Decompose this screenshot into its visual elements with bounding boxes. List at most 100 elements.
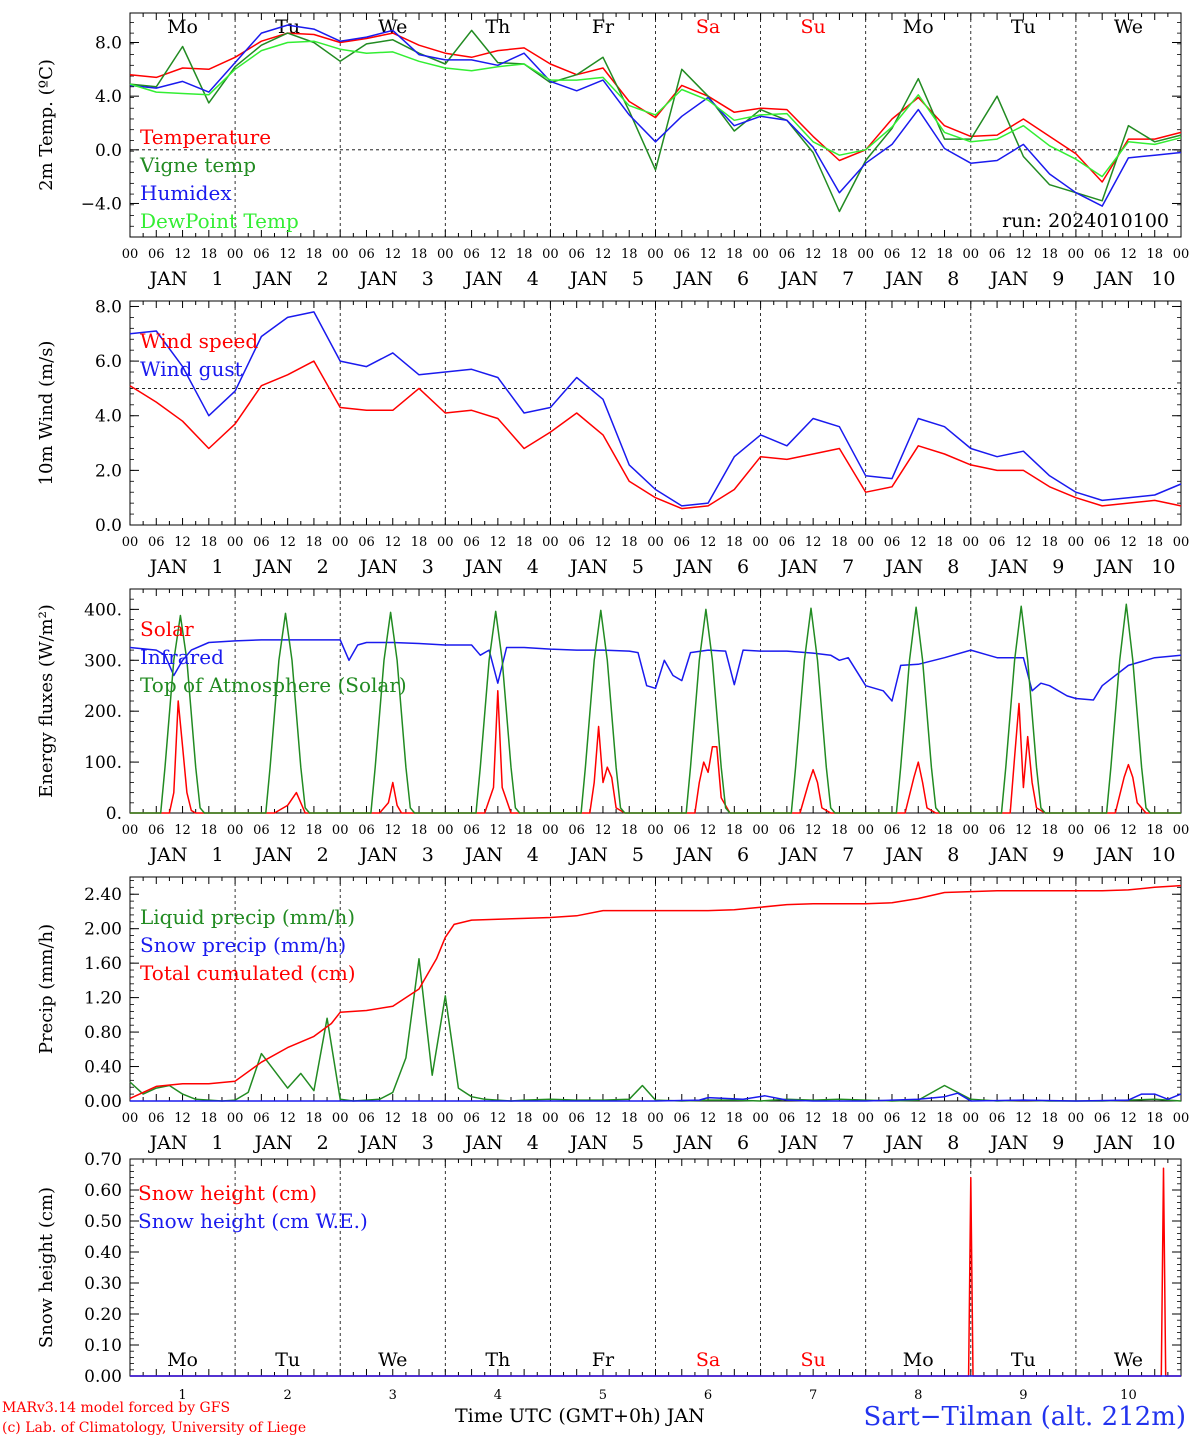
weekday-label: Tu — [275, 1349, 300, 1371]
x-hour-label: 18 — [306, 1111, 323, 1126]
x-hour-label: 12 — [384, 823, 401, 838]
x-hour-label: 18 — [201, 823, 218, 838]
x-day-label: 7 — [842, 1132, 854, 1154]
x-month-label: JAN — [673, 1132, 713, 1154]
y-tick-label: 0.00 — [84, 1092, 122, 1112]
x-day-label: 3 — [422, 268, 434, 290]
x-hour-label: 12 — [910, 535, 927, 550]
x-hour-label: 18 — [306, 247, 323, 262]
x-hour-label: 12 — [384, 247, 401, 262]
x-day-label: 4 — [527, 556, 539, 578]
legend-entry: Snow height (cm) — [138, 1181, 317, 1205]
x-hour-label: 00 — [332, 247, 349, 262]
x-day-label: 4 — [494, 1388, 502, 1403]
x-hour-label: 00 — [647, 247, 664, 262]
y-tick-label: 1.60 — [84, 954, 122, 974]
x-day-label: 7 — [809, 1388, 817, 1403]
x-day-label: 10 — [1120, 1388, 1137, 1403]
x-month-label: JAN — [778, 268, 818, 290]
legend-entry: Wind gust — [140, 357, 243, 381]
series-line — [130, 1092, 1182, 1102]
x-hour-label: 00 — [437, 247, 454, 262]
x-hour-label: 06 — [779, 535, 796, 550]
x-month-label: JAN — [988, 268, 1028, 290]
x-hour-label: 06 — [253, 1111, 270, 1126]
weekday-label: We — [1114, 1349, 1143, 1371]
x-hour-label: 18 — [411, 1111, 428, 1126]
x-hour-label: 18 — [516, 535, 533, 550]
x-hour-label: 18 — [201, 535, 218, 550]
y-tick-label: 100. — [84, 753, 122, 773]
x-day-label: 7 — [842, 268, 854, 290]
x-day-label: 10 — [1151, 268, 1175, 290]
x-hour-label: 06 — [674, 247, 691, 262]
x-hour-label: 12 — [700, 823, 717, 838]
x-hour-label: 00 — [1173, 823, 1190, 838]
x-month-label: JAN — [673, 556, 713, 578]
x-hour-label: 12 — [490, 535, 507, 550]
y-tick-label: 4.0 — [95, 407, 122, 427]
x-hour-label: 00 — [963, 1111, 980, 1126]
x-hour-label: 00 — [122, 247, 139, 262]
y-axis-title: 10m Wind (m/s) — [36, 341, 57, 486]
x-hour-label: 00 — [227, 1111, 244, 1126]
x-hour-label: 06 — [989, 535, 1006, 550]
x-day-label: 1 — [178, 1388, 186, 1403]
y-tick-label: 0.0 — [95, 141, 122, 161]
y-tick-label: 4.0 — [95, 87, 122, 107]
x-month-label: JAN — [148, 556, 188, 578]
x-hour-label: 18 — [306, 535, 323, 550]
y-tick-label: 0.30 — [84, 1274, 122, 1294]
x-hour-label: 12 — [805, 247, 822, 262]
x-hour-label: 12 — [1015, 1111, 1032, 1126]
x-hour-label: 18 — [936, 247, 953, 262]
y-tick-label: 0.10 — [84, 1336, 122, 1356]
x-hour-label: 12 — [595, 823, 612, 838]
x-hour-label: 18 — [726, 823, 743, 838]
x-month-label: JAN — [988, 844, 1028, 866]
x-day-label: 9 — [1052, 268, 1064, 290]
x-hour-label: 18 — [831, 823, 848, 838]
x-hour-label: 00 — [122, 535, 139, 550]
station-title: Sart−Tilman (alt. 212m) — [863, 1402, 1186, 1432]
x-hour-label: 12 — [595, 247, 612, 262]
x-hour-label: 00 — [752, 823, 769, 838]
x-hour-label: 12 — [910, 823, 927, 838]
x-hour-label: 18 — [201, 247, 218, 262]
x-hour-label: 18 — [726, 535, 743, 550]
x-day-label: 8 — [947, 268, 959, 290]
x-hour-label: 06 — [568, 1111, 585, 1126]
y-tick-label: 0.60 — [84, 1181, 122, 1201]
x-hour-label: 18 — [1146, 535, 1163, 550]
x-day-label: 3 — [389, 1388, 397, 1403]
x-day-label: 9 — [1052, 556, 1064, 578]
x-hour-label: 06 — [253, 247, 270, 262]
x-hour-label: 12 — [805, 1111, 822, 1126]
x-month-label: JAN — [988, 556, 1028, 578]
x-hour-label: 00 — [542, 247, 559, 262]
x-day-label: 6 — [737, 1132, 749, 1154]
x-month-label: JAN — [988, 1132, 1028, 1154]
x-hour-label: 06 — [779, 823, 796, 838]
x-hour-label: 12 — [384, 1111, 401, 1126]
x-day-label: 10 — [1151, 556, 1175, 578]
x-hour-label: 12 — [279, 535, 296, 550]
x-hour-label: 00 — [857, 247, 874, 262]
x-day-label: 5 — [599, 1388, 607, 1403]
x-day-label: 10 — [1151, 844, 1175, 866]
x-day-label: 1 — [212, 268, 224, 290]
legend-entry: Vigne temp — [139, 153, 256, 177]
legend-entry: Solar — [140, 617, 194, 641]
x-hour-label: 18 — [516, 1111, 533, 1126]
x-hour-label: 12 — [174, 247, 191, 262]
x-day-label: 5 — [632, 556, 644, 578]
x-hour-label: 00 — [752, 247, 769, 262]
x-month-label: JAN — [253, 556, 293, 578]
x-hour-label: 06 — [884, 535, 901, 550]
x-hour-label: 18 — [411, 823, 428, 838]
legend-entry: DewPoint Temp — [140, 209, 299, 233]
x-hour-label: 00 — [647, 535, 664, 550]
x-month-label: JAN — [148, 1132, 188, 1154]
x-day-label: 5 — [632, 268, 644, 290]
weekday-label: Sa — [696, 16, 720, 38]
